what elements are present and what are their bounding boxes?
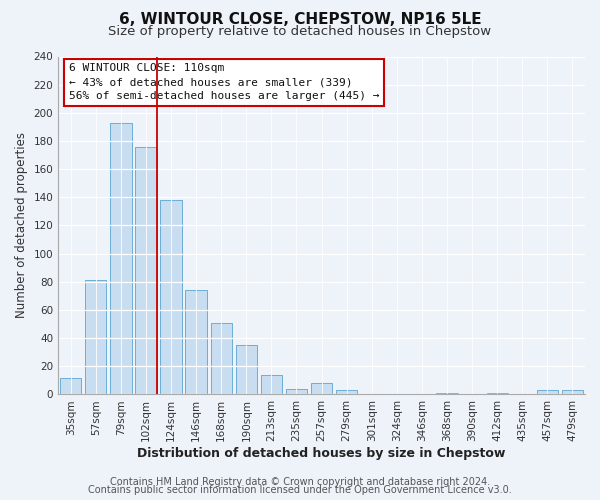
Text: Size of property relative to detached houses in Chepstow: Size of property relative to detached ho… [109,25,491,38]
Bar [336,390,358,394]
Bar [60,378,82,394]
Bar [261,374,282,394]
Bar [436,393,458,394]
Bar [211,322,232,394]
Bar [537,390,558,394]
Text: 6, WINTOUR CLOSE, CHEPSTOW, NP16 5LE: 6, WINTOUR CLOSE, CHEPSTOW, NP16 5LE [119,12,481,28]
X-axis label: Distribution of detached houses by size in Chepstow: Distribution of detached houses by size … [137,447,506,460]
Text: 6 WINTOUR CLOSE: 110sqm
← 43% of detached houses are smaller (339)
56% of semi-d: 6 WINTOUR CLOSE: 110sqm ← 43% of detache… [69,64,379,102]
Bar [311,383,332,394]
Bar [185,290,207,395]
Text: Contains HM Land Registry data © Crown copyright and database right 2024.: Contains HM Land Registry data © Crown c… [110,477,490,487]
Bar [236,345,257,395]
Bar [85,280,106,394]
Bar [562,390,583,394]
Bar [160,200,182,394]
Bar [286,389,307,394]
Y-axis label: Number of detached properties: Number of detached properties [15,132,28,318]
Bar [487,393,508,394]
Bar [110,122,131,394]
Bar [136,146,157,394]
Text: Contains public sector information licensed under the Open Government Licence v3: Contains public sector information licen… [88,485,512,495]
